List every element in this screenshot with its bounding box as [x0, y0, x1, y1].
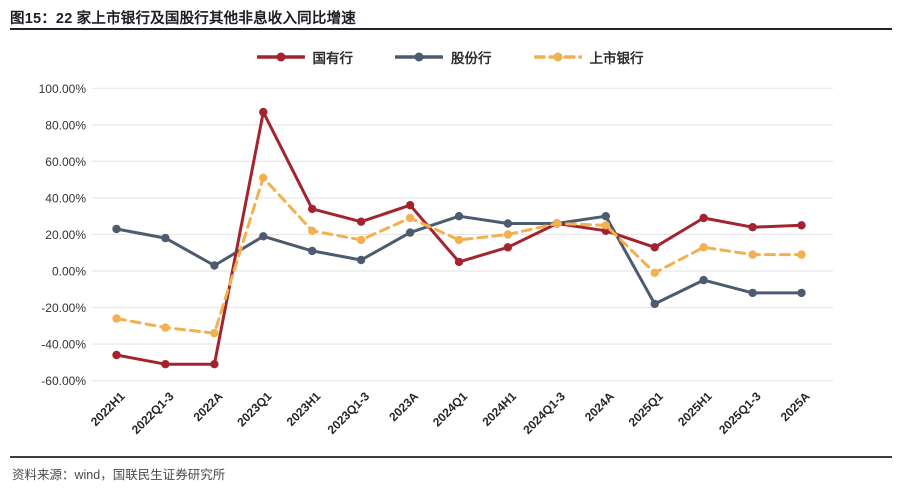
- x-tick-label: 2024H1: [479, 389, 519, 429]
- data-point-国有行: [259, 107, 268, 117]
- x-tick-label: 2025H1: [675, 389, 715, 429]
- y-tick-label: 60.00%: [45, 155, 86, 169]
- x-tick-label: 2025Q1: [626, 389, 666, 429]
- data-point-股份行: [650, 299, 659, 309]
- data-point-上市银行: [161, 323, 170, 332]
- data-point-国有行: [112, 350, 121, 360]
- data-point-股份行: [699, 275, 708, 285]
- data-point-股份行: [112, 224, 121, 234]
- data-point-股份行: [748, 288, 757, 298]
- line-chart-svg: 100.00% 80.00% 60.00% 40.00% 20.00% 0.00% -20.…: [39, 82, 833, 437]
- legend-swatch-dashed-line-icon: [533, 52, 582, 62]
- legend-swatch-line-icon: [256, 52, 305, 62]
- data-point-股份行: [601, 212, 610, 221]
- data-point-上市银行: [405, 213, 415, 223]
- legend-swatch-line-icon: [395, 52, 443, 62]
- x-tick-label: 2023A: [386, 389, 421, 424]
- y-tick-label: 40.00%: [45, 191, 86, 205]
- data-point-上市银行: [503, 230, 513, 239]
- data-point-上市银行: [356, 235, 366, 245]
- x-tick-label: 2025Q1-3: [716, 389, 764, 437]
- legend-item-上市银行: 上市银行: [533, 47, 644, 67]
- data-point-国有行: [503, 243, 513, 252]
- data-point-上市银行: [699, 243, 708, 252]
- data-point-上市银行: [112, 314, 121, 323]
- data-point-国有行: [797, 221, 806, 230]
- data-point-股份行: [161, 233, 170, 243]
- data-point-股份行: [797, 288, 806, 298]
- data-point-国有行: [161, 360, 170, 369]
- title-divider: [10, 28, 892, 30]
- y-tick-label: -60.00%: [41, 374, 86, 388]
- source-note: 资料来源：wind，国联民生证券研究所: [12, 468, 226, 482]
- series-line-上市银行: [115, 176, 803, 335]
- data-point-上市银行: [259, 173, 268, 182]
- data-point-国有行: [405, 201, 415, 210]
- data-point-国有行: [210, 360, 219, 369]
- data-point-股份行: [210, 261, 219, 270]
- y-tick-label: -40.00%: [41, 338, 86, 352]
- line-chart: 100.00% 80.00% 60.00% 40.00% 20.00% 0.00% -20.…: [0, 70, 900, 460]
- x-tick-label: 2022Q1-3: [129, 389, 177, 437]
- data-point-国有行: [650, 243, 659, 252]
- data-point-上市银行: [454, 235, 464, 245]
- data-point-上市银行: [601, 221, 610, 230]
- data-point-上市银行: [308, 226, 317, 235]
- y-tick-label: 100.00%: [39, 82, 87, 96]
- chart-legend: 国有行 股份行 上市银行: [0, 46, 900, 68]
- y-tick-label: -20.00%: [41, 301, 86, 315]
- x-tick-label: 2024Q1-3: [520, 389, 568, 437]
- x-tick-label: 2023Q1-3: [325, 389, 373, 437]
- data-point-国有行: [454, 257, 464, 267]
- x-tick-label: 2024Q1: [430, 389, 470, 429]
- data-point-股份行: [259, 232, 268, 241]
- y-tick-label: 20.00%: [45, 228, 86, 242]
- y-tick-label: 80.00%: [45, 118, 86, 132]
- data-point-上市银行: [797, 250, 806, 259]
- data-point-股份行: [356, 255, 366, 265]
- data-point-上市银行: [552, 219, 562, 228]
- data-point-股份行: [454, 212, 464, 221]
- data-point-上市银行: [210, 328, 219, 338]
- legend-item-国有行: 国有行: [256, 47, 354, 67]
- x-tick-label: 2023H1: [284, 389, 324, 429]
- legend-label: 国有行: [312, 51, 354, 66]
- data-point-上市银行: [650, 268, 659, 277]
- data-point-国有行: [699, 213, 708, 223]
- x-tick-label: 2022A: [191, 389, 226, 424]
- y-tick-label: 0.00%: [52, 265, 86, 279]
- data-point-国有行: [356, 217, 366, 226]
- x-tick-label: 2025A: [778, 389, 813, 424]
- figure-title: 图15：22 家上市银行及国股行其他非息收入同比增速: [10, 11, 356, 27]
- data-point-股份行: [405, 228, 415, 237]
- x-tick-label: 2023Q1: [234, 389, 274, 429]
- footer-divider: [10, 456, 892, 458]
- data-point-上市银行: [748, 250, 757, 259]
- x-tick-label: 2022H1: [88, 389, 128, 429]
- x-tick-label: 2024A: [582, 389, 617, 424]
- legend-label: 股份行: [451, 51, 492, 66]
- data-point-国有行: [748, 223, 757, 232]
- data-point-股份行: [503, 219, 513, 228]
- data-point-股份行: [308, 246, 317, 256]
- legend-label: 上市银行: [589, 51, 644, 66]
- data-point-国有行: [308, 204, 317, 214]
- legend-item-股份行: 股份行: [395, 47, 492, 67]
